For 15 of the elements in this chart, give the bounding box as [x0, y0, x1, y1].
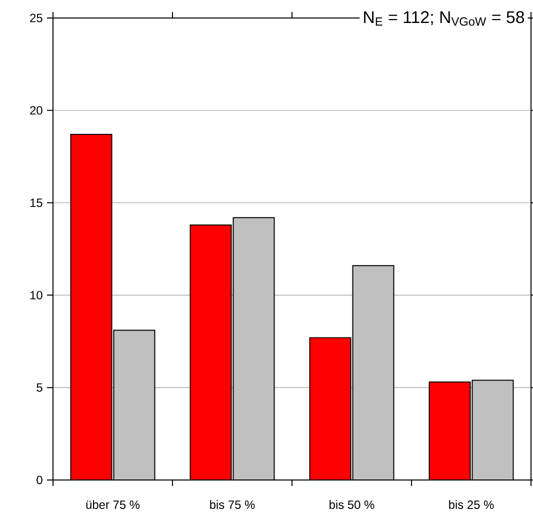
- bar: [428, 382, 471, 480]
- x-tick-label: bis 75 %: [210, 500, 255, 509]
- y-tick-label: 0: [36, 476, 42, 484]
- annotation: N$_{E}$ = 112; N$_{VGoW}$ = 58: [364, 11, 524, 26]
- bar: [190, 224, 232, 480]
- y-tick-label: 20: [30, 106, 42, 115]
- x-tick-label: bis 50 %: [330, 500, 374, 509]
- y-tick-label: 15: [30, 198, 42, 207]
- y-tick-label: 25: [30, 14, 42, 22]
- y-tick-label: 5: [36, 383, 42, 392]
- x-tick-label: über 75 %: [86, 500, 140, 509]
- bar: [70, 134, 112, 480]
- bar: [309, 337, 352, 480]
- x-tick-label: bis 25 %: [449, 500, 494, 509]
- y-tick-label: 10: [30, 290, 42, 300]
